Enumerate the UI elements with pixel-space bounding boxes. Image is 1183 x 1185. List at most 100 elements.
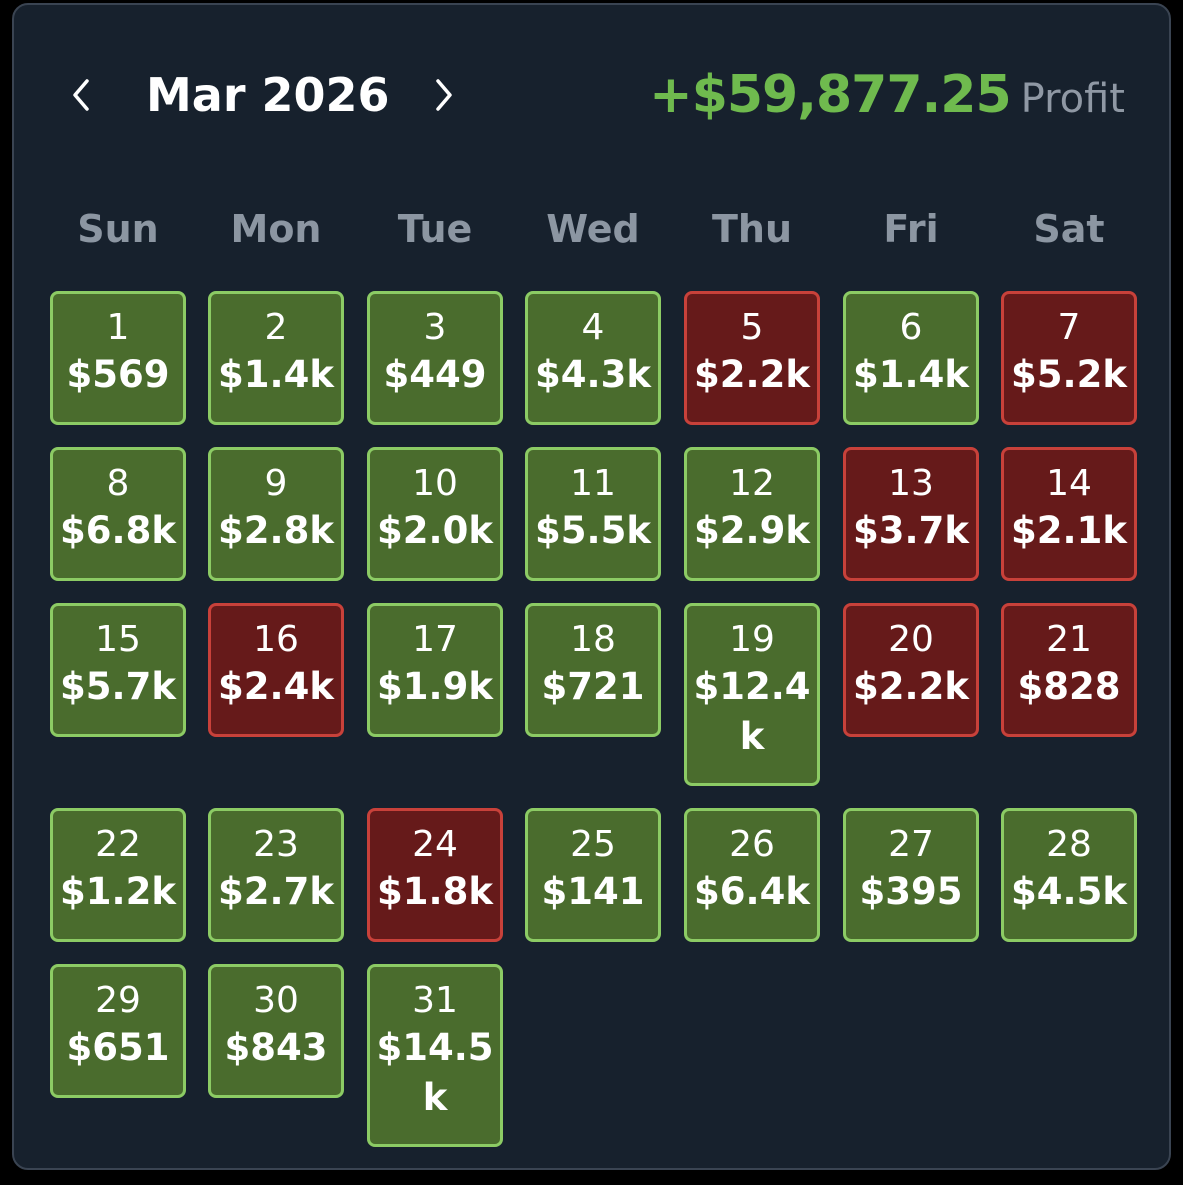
- calendar-day-31[interactable]: 31 $14.5k: [367, 964, 503, 1147]
- day-number: 9: [264, 463, 288, 504]
- day-profit-amount: $2.7k: [218, 870, 334, 913]
- day-loss-amount: $828: [1017, 665, 1121, 708]
- calendar-day-18[interactable]: 18 $721: [525, 603, 661, 737]
- profit-amount: +$59,877.25: [649, 65, 1012, 125]
- calendar-day-1[interactable]: 1 $569: [50, 291, 186, 425]
- day-profit-amount: $1.9k: [377, 665, 493, 708]
- day-number: 7: [1057, 307, 1081, 348]
- calendar-day-20[interactable]: 20 $2.2k: [843, 603, 979, 737]
- day-profit-amount: $5.7k: [60, 665, 176, 708]
- weekday-wed: Wed: [546, 207, 640, 251]
- calendar-day-9[interactable]: 9 $2.8k: [208, 447, 344, 581]
- day-profit-amount: $14.5k: [376, 1026, 494, 1119]
- calendar-day-14[interactable]: 14 $2.1k: [1001, 447, 1137, 581]
- day-number: 23: [253, 824, 299, 865]
- day-number: 28: [1046, 824, 1092, 865]
- calendar-day-5[interactable]: 5 $2.2k: [684, 291, 820, 425]
- calendar-day-23[interactable]: 23 $2.7k: [208, 808, 344, 942]
- day-number: 22: [95, 824, 141, 865]
- calendar-day-12[interactable]: 12 $2.9k: [684, 447, 820, 581]
- weekday-tue: Tue: [397, 207, 473, 251]
- calendar-day-16[interactable]: 16 $2.4k: [208, 603, 344, 737]
- calendar-day-17[interactable]: 17 $1.9k: [367, 603, 503, 737]
- calendar-day-25[interactable]: 25 $141: [525, 808, 661, 942]
- day-profit-amount: $449: [383, 353, 487, 396]
- day-loss-amount: $2.4k: [218, 665, 334, 708]
- day-profit-amount: $2.8k: [218, 509, 334, 552]
- day-profit-amount: $843: [224, 1026, 328, 1069]
- day-number: 2: [264, 307, 288, 348]
- calendar-day-2[interactable]: 2 $1.4k: [208, 291, 344, 425]
- calendar-day-30[interactable]: 30 $843: [208, 964, 344, 1098]
- day-loss-amount: $3.7k: [853, 509, 969, 552]
- day-profit-amount: $2.0k: [377, 509, 493, 552]
- day-profit-amount: $4.5k: [1011, 870, 1127, 913]
- prev-month-button[interactable]: [61, 75, 101, 115]
- weekday-mon: Mon: [230, 207, 322, 251]
- day-profit-amount: $721: [541, 665, 645, 708]
- day-number: 16: [253, 619, 299, 660]
- day-number: 3: [423, 307, 447, 348]
- day-loss-amount: $1.8k: [377, 870, 493, 913]
- calendar-day-26[interactable]: 26 $6.4k: [684, 808, 820, 942]
- day-number: 25: [570, 824, 616, 865]
- calendar-day-8[interactable]: 8 $6.8k: [50, 447, 186, 581]
- calendar-day-11[interactable]: 11 $5.5k: [525, 447, 661, 581]
- day-number: 4: [581, 307, 605, 348]
- day-profit-amount: $6.4k: [694, 870, 810, 913]
- day-profit-amount: $651: [66, 1026, 170, 1069]
- calendar-header: Mar 2026 +$59,877.25 Profit: [14, 5, 1169, 185]
- calendar-day-24[interactable]: 24 $1.8k: [367, 808, 503, 942]
- calendar-day-27[interactable]: 27 $395: [843, 808, 979, 942]
- day-number: 12: [729, 463, 775, 504]
- day-profit-amount: $5.5k: [535, 509, 651, 552]
- day-profit-amount: $1.4k: [853, 353, 969, 396]
- day-number: 29: [95, 980, 141, 1021]
- day-number: 13: [888, 463, 934, 504]
- calendar-day-21[interactable]: 21 $828: [1001, 603, 1137, 737]
- day-number: 6: [899, 307, 923, 348]
- day-number: 1: [106, 307, 130, 348]
- day-number: 20: [888, 619, 934, 660]
- calendar-day-7[interactable]: 7 $5.2k: [1001, 291, 1137, 425]
- day-number: 31: [412, 980, 458, 1021]
- day-loss-amount: $2.2k: [853, 665, 969, 708]
- profit-label: Profit: [1020, 76, 1125, 122]
- day-profit-amount: $141: [541, 870, 645, 913]
- day-profit-amount: $12.4k: [693, 665, 811, 758]
- weekday-sat: Sat: [1033, 207, 1105, 251]
- calendar-day-28[interactable]: 28 $4.5k: [1001, 808, 1137, 942]
- day-number: 21: [1046, 619, 1092, 660]
- chevron-right-icon: [436, 79, 452, 111]
- calendar-day-22[interactable]: 22 $1.2k: [50, 808, 186, 942]
- day-number: 8: [106, 463, 130, 504]
- weekday-thu: Thu: [711, 207, 793, 251]
- weekday-sun: Sun: [77, 207, 159, 251]
- day-number: 11: [570, 463, 616, 504]
- calendar-day-6[interactable]: 6 $1.4k: [843, 291, 979, 425]
- day-number: 10: [412, 463, 458, 504]
- calendar-day-19[interactable]: 19 $12.4k: [684, 603, 820, 786]
- weekday-fri: Fri: [883, 207, 939, 251]
- day-number: 18: [570, 619, 616, 660]
- day-number: 27: [888, 824, 934, 865]
- pnl-calendar-panel: Mar 2026 +$59,877.25 Profit Sun Mon Tue Wed T…: [12, 3, 1171, 1170]
- day-loss-amount: $2.2k: [694, 353, 810, 396]
- chevron-left-icon: [73, 79, 89, 111]
- day-number: 30: [253, 980, 299, 1021]
- weekday-header-row: Sun Mon Tue Wed Thu Fri Sat: [14, 201, 1169, 257]
- calendar-day-13[interactable]: 13 $3.7k: [843, 447, 979, 581]
- day-number: 26: [729, 824, 775, 865]
- day-profit-amount: $4.3k: [535, 353, 651, 396]
- calendar-day-4[interactable]: 4 $4.3k: [525, 291, 661, 425]
- calendar-day-3[interactable]: 3 $449: [367, 291, 503, 425]
- day-number: 15: [95, 619, 141, 660]
- day-loss-amount: $5.2k: [1011, 353, 1127, 396]
- day-number: 5: [740, 307, 764, 348]
- calendar-day-29[interactable]: 29 $651: [50, 964, 186, 1098]
- next-month-button[interactable]: [424, 75, 464, 115]
- calendar-day-15[interactable]: 15 $5.7k: [50, 603, 186, 737]
- calendar-day-10[interactable]: 10 $2.0k: [367, 447, 503, 581]
- day-number: 19: [729, 619, 775, 660]
- month-title: Mar 2026: [146, 68, 390, 122]
